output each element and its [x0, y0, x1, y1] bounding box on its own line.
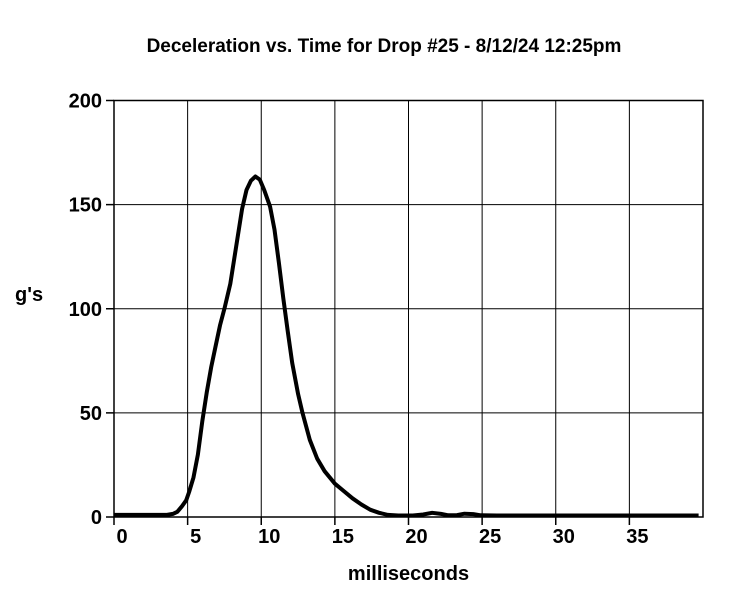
x-axis-label: milliseconds — [347, 563, 470, 585]
x-tick-label: 0 — [116, 526, 127, 548]
deceleration-curve — [114, 174, 699, 518]
y-tick-label: 50 — [80, 403, 102, 425]
y-axis-label: g's — [15, 284, 44, 306]
x-tick-label: 10 — [258, 526, 280, 548]
y-tick-label: 0 — [91, 507, 102, 529]
y-tick-label: 200 — [69, 91, 102, 113]
y-tick-label: 100 — [69, 299, 102, 321]
x-tick-label: 5 — [190, 526, 201, 548]
x-tick-label: 30 — [553, 526, 575, 548]
x-tick-label: 35 — [626, 526, 648, 548]
y-tick-label: 150 — [69, 195, 102, 217]
chart-title: Deceleration vs. Time for Drop #25 - 8/1… — [146, 36, 622, 57]
x-tick-label: 15 — [332, 526, 354, 548]
x-tick-label: 25 — [479, 526, 501, 548]
x-tick-label: 20 — [405, 526, 427, 548]
